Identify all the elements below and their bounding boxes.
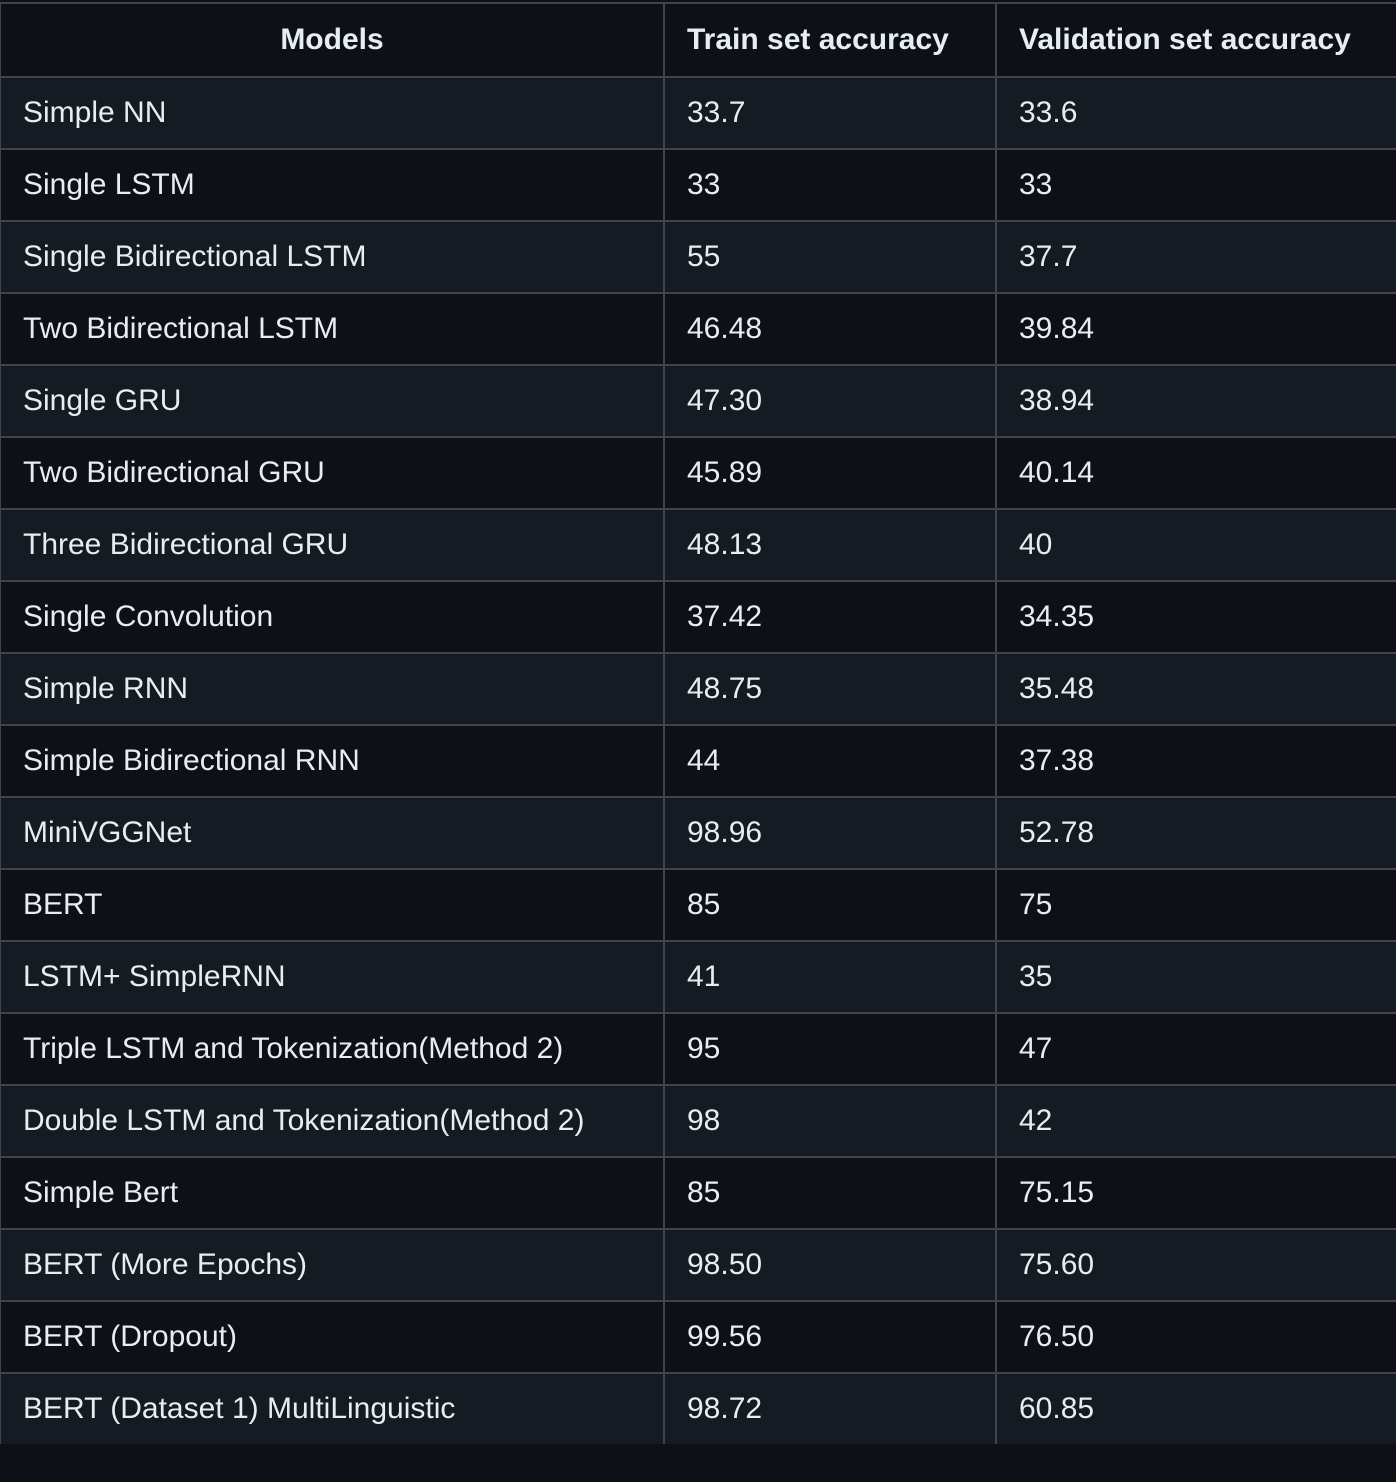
header-train-accuracy: Train set accuracy [663,2,997,78]
validation-accuracy-cell: 35.48 [995,652,1396,726]
results-table: Models Train set accuracy Validation set… [0,2,1396,1444]
validation-accuracy-cell: 37.7 [995,220,1396,294]
train-accuracy-cell: 98 [663,1084,997,1158]
train-accuracy-cell: 33 [663,148,997,222]
validation-accuracy-cell: 76.50 [995,1300,1396,1374]
train-accuracy-cell: 98.50 [663,1228,997,1302]
model-name-cell: Two Bidirectional LSTM [0,292,665,366]
train-accuracy-cell: 48.75 [663,652,997,726]
validation-accuracy-cell: 52.78 [995,796,1396,870]
table-row: BERT 85 75 [0,868,1396,942]
model-name-cell: Single Bidirectional LSTM [0,220,665,294]
model-name-cell: BERT (More Epochs) [0,1228,665,1302]
table-row: Triple LSTM and Tokenization(Method 2) 95… [0,1012,1396,1086]
table-row: Simple RNN 48.75 35.48 [0,652,1396,726]
table-row: Single Convolution 37.42 34.35 [0,580,1396,654]
table-row: Two Bidirectional GRU 45.89 40.14 [0,436,1396,510]
table-row: Three Bidirectional GRU 48.13 40 [0,508,1396,582]
header-models: Models [0,2,665,78]
model-name-cell: BERT (Dropout) [0,1300,665,1374]
train-accuracy-cell: 85 [663,868,997,942]
model-name-cell: Simple RNN [0,652,665,726]
validation-accuracy-cell: 60.85 [995,1372,1396,1444]
table-row: Simple Bert 85 75.15 [0,1156,1396,1230]
table-row: BERT (Dataset 1) MultiLinguistic 98.72 60.… [0,1372,1396,1444]
train-accuracy-cell: 55 [663,220,997,294]
table-row: Two Bidirectional LSTM 46.48 39.84 [0,292,1396,366]
table-row: Simple Bidirectional RNN 44 37.38 [0,724,1396,798]
model-name-cell: Single LSTM [0,148,665,222]
train-accuracy-cell: 85 [663,1156,997,1230]
validation-accuracy-cell: 40 [995,508,1396,582]
validation-accuracy-cell: 40.14 [995,436,1396,510]
validation-accuracy-cell: 47 [995,1012,1396,1086]
model-name-cell: Three Bidirectional GRU [0,508,665,582]
validation-accuracy-cell: 37.38 [995,724,1396,798]
table-row: Simple NN 33.7 33.6 [0,76,1396,150]
train-accuracy-cell: 98.72 [663,1372,997,1444]
table-body: Simple NN 33.7 33.6 Single LSTM 33 33 Single B… [0,76,1396,1444]
model-name-cell: Triple LSTM and Tokenization(Method 2) [0,1012,665,1086]
model-name-cell: LSTM+ SimpleRNN [0,940,665,1014]
train-accuracy-cell: 37.42 [663,580,997,654]
validation-accuracy-cell: 38.94 [995,364,1396,438]
validation-accuracy-cell: 33.6 [995,76,1396,150]
table-row: Single GRU 47.30 38.94 [0,364,1396,438]
table-row: Single Bidirectional LSTM 55 37.7 [0,220,1396,294]
validation-accuracy-cell: 75 [995,868,1396,942]
validation-accuracy-cell: 34.35 [995,580,1396,654]
model-name-cell: Single GRU [0,364,665,438]
model-name-cell: MiniVGGNet [0,796,665,870]
train-accuracy-cell: 45.89 [663,436,997,510]
train-accuracy-cell: 33.7 [663,76,997,150]
table-row: BERT (More Epochs) 98.50 75.60 [0,1228,1396,1302]
model-name-cell: BERT [0,868,665,942]
validation-accuracy-cell: 33 [995,148,1396,222]
train-accuracy-cell: 46.48 [663,292,997,366]
train-accuracy-cell: 98.96 [663,796,997,870]
train-accuracy-cell: 47.30 [663,364,997,438]
train-accuracy-cell: 48.13 [663,508,997,582]
model-name-cell: Double LSTM and Tokenization(Method 2) [0,1084,665,1158]
validation-accuracy-cell: 75.60 [995,1228,1396,1302]
validation-accuracy-cell: 39.84 [995,292,1396,366]
train-accuracy-cell: 44 [663,724,997,798]
model-name-cell: BERT (Dataset 1) MultiLinguistic [0,1372,665,1444]
train-accuracy-cell: 99.56 [663,1300,997,1374]
validation-accuracy-cell: 42 [995,1084,1396,1158]
model-name-cell: Two Bidirectional GRU [0,436,665,510]
model-name-cell: Single Convolution [0,580,665,654]
model-name-cell: Simple NN [0,76,665,150]
table-row: Double LSTM and Tokenization(Method 2) 98… [0,1084,1396,1158]
validation-accuracy-cell: 75.15 [995,1156,1396,1230]
train-accuracy-cell: 95 [663,1012,997,1086]
table-row: LSTM+ SimpleRNN 41 35 [0,940,1396,1014]
train-accuracy-cell: 41 [663,940,997,1014]
header-row: Models Train set accuracy Validation set… [0,2,1396,78]
header-validation-accuracy: Validation set accuracy [995,2,1396,78]
table-row: MiniVGGNet 98.96 52.78 [0,796,1396,870]
table-row: BERT (Dropout) 99.56 76.50 [0,1300,1396,1374]
model-name-cell: Simple Bidirectional RNN [0,724,665,798]
validation-accuracy-cell: 35 [995,940,1396,1014]
model-name-cell: Simple Bert [0,1156,665,1230]
table-row: Single LSTM 33 33 [0,148,1396,222]
